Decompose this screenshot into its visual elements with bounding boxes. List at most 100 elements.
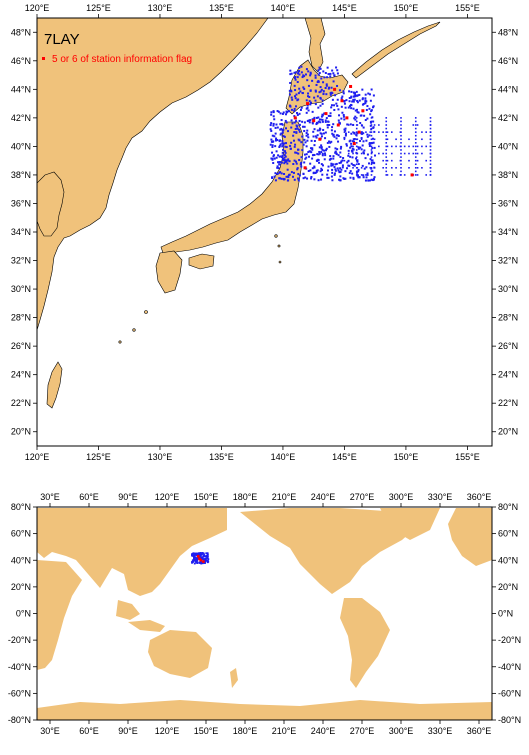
station-marker <box>338 171 341 174</box>
station-marker <box>385 134 388 137</box>
station-marker <box>329 114 332 117</box>
station-marker <box>366 117 369 120</box>
station-marker <box>355 127 358 130</box>
station-marker <box>282 157 285 160</box>
station-marker <box>360 137 363 140</box>
station-marker <box>296 167 299 170</box>
station-marker <box>305 99 308 102</box>
station-marker <box>355 163 358 166</box>
station-marker <box>343 118 346 121</box>
station-marker <box>271 145 274 148</box>
station-marker <box>318 91 321 94</box>
station-marker <box>303 161 306 164</box>
station-marker <box>378 124 380 126</box>
station-marker <box>306 102 310 106</box>
station-marker <box>318 152 321 155</box>
station-marker <box>364 157 367 160</box>
station-marker <box>285 142 288 145</box>
station-marker <box>282 111 285 114</box>
station-marker <box>300 156 303 159</box>
station-marker <box>382 159 384 162</box>
station-marker <box>284 127 287 130</box>
station-marker <box>390 131 393 133</box>
station-marker <box>416 174 419 176</box>
station-marker <box>414 163 417 166</box>
lon-tick-label: 135°E <box>209 452 234 462</box>
station-marker <box>293 95 296 98</box>
station-marker <box>400 142 402 144</box>
station-marker <box>329 92 332 95</box>
kyushu <box>155 250 183 294</box>
station-marker <box>196 554 200 558</box>
station-marker <box>359 139 362 142</box>
station-marker <box>348 164 351 167</box>
station-marker <box>343 100 346 103</box>
station-marker <box>281 151 284 154</box>
station-marker <box>362 151 365 154</box>
station-marker <box>311 157 314 160</box>
station-marker <box>198 561 201 564</box>
station-marker <box>276 165 279 168</box>
station-marker <box>305 134 308 137</box>
station-marker <box>362 140 365 143</box>
station-marker <box>273 118 276 121</box>
station-marker <box>343 159 346 162</box>
station-marker <box>354 94 357 97</box>
station-marker <box>336 84 339 87</box>
station-marker <box>357 111 360 114</box>
station-marker <box>364 119 367 122</box>
station-marker <box>301 120 304 123</box>
station-marker <box>324 137 327 140</box>
station-marker <box>356 132 359 135</box>
station-marker <box>287 179 290 182</box>
station-marker <box>414 152 417 155</box>
station-marker <box>429 131 432 133</box>
station-marker <box>195 554 198 556</box>
station-marker <box>350 96 353 99</box>
station-marker <box>322 90 325 93</box>
station-marker <box>301 92 304 95</box>
lat-tick-label: 36°N <box>498 198 518 208</box>
station-marker <box>303 138 306 141</box>
station-marker <box>321 169 324 172</box>
station-marker <box>414 156 417 158</box>
station-marker <box>280 119 283 122</box>
station-marker <box>200 552 203 555</box>
station-marker <box>287 130 290 133</box>
station-marker <box>274 139 277 142</box>
station-marker <box>408 138 410 141</box>
station-marker <box>289 147 292 150</box>
station-marker <box>332 157 335 160</box>
station-marker <box>289 105 292 108</box>
station-marker <box>349 155 352 158</box>
station-marker <box>367 92 370 95</box>
station-marker <box>421 145 423 148</box>
station-marker <box>370 145 373 148</box>
lon-tick-label: 300°E <box>389 492 414 502</box>
lon-tick-label: 130°E <box>148 452 173 462</box>
station-marker <box>317 73 320 76</box>
station-marker <box>307 92 310 95</box>
station-marker <box>378 131 380 133</box>
station-marker <box>195 559 198 562</box>
station-marker <box>303 129 306 132</box>
station-marker <box>196 557 199 560</box>
station-marker <box>385 120 388 123</box>
station-marker <box>360 131 363 134</box>
station-marker <box>403 152 406 155</box>
station-marker <box>293 131 296 134</box>
station-marker <box>272 162 275 165</box>
station-marker <box>360 152 363 155</box>
station-marker <box>403 174 406 176</box>
station-marker <box>278 155 281 158</box>
station-marker <box>326 126 329 129</box>
station-marker <box>308 150 311 153</box>
station-marker <box>414 134 417 137</box>
izu-island <box>278 260 282 264</box>
lon-tick-label: 150°E <box>194 492 219 502</box>
station-marker <box>298 87 301 90</box>
station-marker <box>353 117 356 120</box>
station-marker <box>283 135 286 138</box>
lat-tick-label: -80°N <box>8 715 31 725</box>
station-marker <box>290 141 293 144</box>
